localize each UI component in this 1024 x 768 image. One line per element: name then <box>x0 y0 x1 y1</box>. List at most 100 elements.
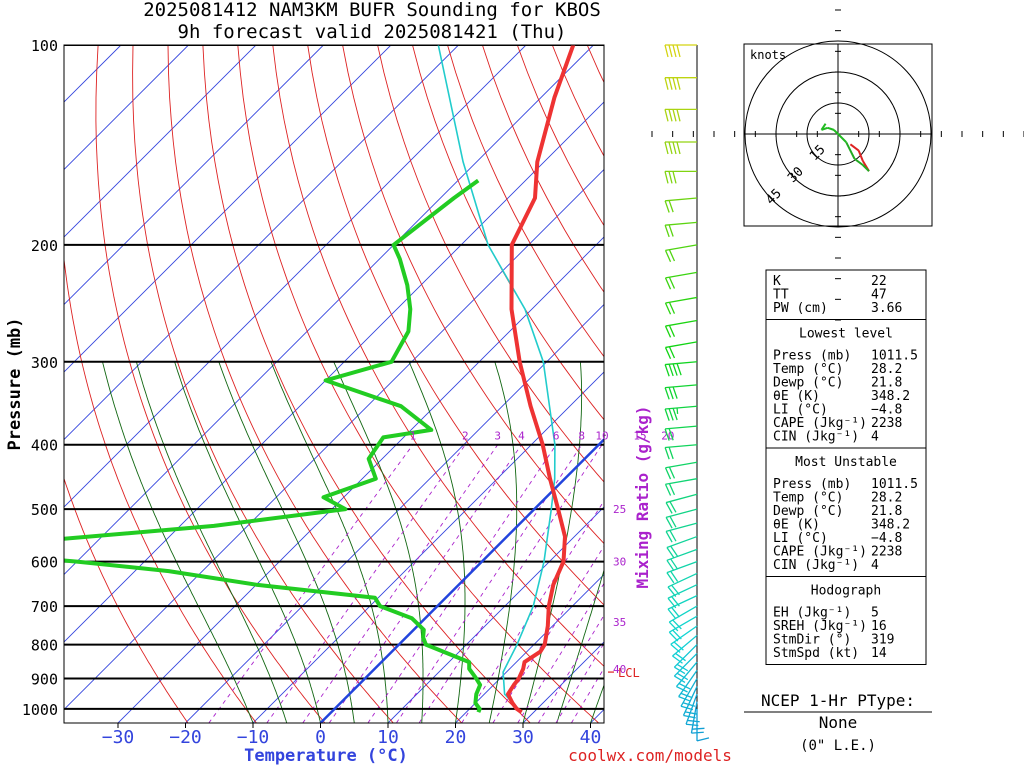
dry-adiabat-line <box>64 477 189 723</box>
wind-barb-shaft <box>673 644 698 668</box>
mixing-ratio-label: 2 <box>462 430 469 443</box>
isotherm-line <box>64 101 604 643</box>
wind-barb-flag <box>669 501 677 513</box>
y-tick-label: 800 <box>31 637 58 655</box>
ptype-title: NCEP 1-Hr PType: <box>761 691 915 710</box>
wind-barb-flag <box>670 570 679 582</box>
mixing-ratio-line <box>266 444 466 723</box>
wind-barb <box>664 296 698 315</box>
wind-barb <box>664 44 697 58</box>
stat-label: PW (cm) <box>773 301 828 316</box>
stat-value: 5 <box>871 606 879 621</box>
wind-barb-flag <box>664 447 670 460</box>
isotherm-line <box>252 371 604 723</box>
stat-label: LI (°C) <box>773 531 828 546</box>
wind-barb-flag <box>665 502 673 514</box>
stats-frame <box>765 269 927 665</box>
mixing-ratio-line <box>570 667 604 723</box>
stat-label: θE (K) <box>773 518 820 533</box>
temperature-profile-line <box>506 45 576 714</box>
wind-barb-flag <box>666 547 675 559</box>
wind-barb-flag <box>668 109 673 122</box>
wind-barb-flag <box>664 171 669 184</box>
wind-barb-flag <box>672 171 677 184</box>
wind-barb-flag <box>678 682 691 690</box>
wind-barb-flag <box>674 675 686 684</box>
stat-value: −4.8 <box>871 531 902 546</box>
dry-adiabat-line <box>937 45 1024 723</box>
stat-label: Press (mb) <box>773 349 851 364</box>
stat-value: 21.8 <box>871 504 902 519</box>
y-tick-label: 500 <box>31 501 58 519</box>
wind-barb-flag <box>674 666 686 675</box>
wind-barb-flag <box>667 597 677 609</box>
wind-barb-shaft <box>667 584 698 599</box>
y-tick-label: 700 <box>31 598 58 616</box>
wind-barb-flag <box>668 44 673 58</box>
stat-value: 14 <box>871 646 887 661</box>
stat-value: 21.8 <box>871 376 902 391</box>
wind-barb-flag <box>676 672 689 681</box>
wind-barb-flag <box>671 607 680 618</box>
moist-adiabat-line <box>270 361 389 723</box>
wind-barb-flag <box>676 663 689 672</box>
parcel-profile-line <box>437 45 556 713</box>
wind-barb-flag <box>664 277 672 290</box>
dry-adiabat-line <box>237 45 599 723</box>
wind-barb <box>667 572 698 597</box>
wind-barb-flag <box>664 224 670 238</box>
stat-section-title: Hodograph <box>811 584 881 599</box>
moist-adiabat-line <box>174 361 321 723</box>
wind-barb-shaft <box>666 535 698 549</box>
credit-text: coolwx.com/models <box>568 746 732 765</box>
wind-barb-flag <box>676 363 682 376</box>
wind-barb <box>670 625 698 653</box>
dry-adiabat-line <box>412 45 604 421</box>
wind-barb-shaft <box>665 405 698 410</box>
isotherm-line <box>64 45 392 373</box>
wind-barb <box>673 653 698 684</box>
wind-barb-shaft <box>667 572 698 588</box>
wind-barb <box>664 170 697 184</box>
hodograph-trace-segment <box>853 158 864 166</box>
mixing-ratio-label: 4 <box>518 430 525 443</box>
wind-barb-shaft <box>665 425 698 430</box>
stat-label: K <box>773 274 781 289</box>
wind-barb <box>675 661 698 693</box>
mixing-ratio-line <box>328 444 522 723</box>
wind-barb-flag <box>668 77 673 90</box>
mixing-ratio-axis-label: Mixing Ratio (g/kg) <box>633 405 652 588</box>
wind-barb-flag <box>664 141 669 155</box>
wind-barb-flag <box>667 608 677 620</box>
wind-barb-flag <box>672 141 677 155</box>
stat-label: Temp (°C) <box>773 491 843 506</box>
stat-label: SREH (Jkg⁻¹) <box>773 619 867 634</box>
mixing-ratio-label: 15 <box>633 430 646 443</box>
stat-label: θE (K) <box>773 389 820 404</box>
wind-barb-shaft <box>672 634 698 657</box>
moist-adiabat-line <box>522 361 583 723</box>
wind-barb <box>667 584 698 609</box>
wind-barb-shaft <box>665 444 698 449</box>
stat-label: CIN (Jkg⁻¹) <box>773 558 859 573</box>
wind-barb <box>665 493 698 514</box>
wind-barb-flag <box>664 347 672 360</box>
mixing-ratio-label: 1 <box>410 430 417 443</box>
dewpoint-profile-line <box>64 178 483 713</box>
stat-section-title: Lowest level <box>799 327 893 342</box>
dry-adiabat-line <box>377 45 604 483</box>
hodograph-trace-segment <box>845 141 856 160</box>
wind-barb-flag <box>672 629 682 640</box>
wind-barb-flag <box>664 408 670 421</box>
mixing-ratio-label: 6 <box>553 430 560 443</box>
wind-barb-flag <box>668 141 673 155</box>
wind-barb-flag <box>664 200 670 213</box>
wind-barb-shaft <box>668 605 698 623</box>
wind-barb-flag <box>668 302 676 314</box>
wind-barb <box>678 670 698 702</box>
stat-value: 348.2 <box>871 518 910 533</box>
wind-barb-flag <box>665 531 673 543</box>
x-tick-label: −20 <box>169 727 202 748</box>
stat-label: Dewp (°C) <box>773 376 843 391</box>
wind-barb <box>664 425 698 441</box>
